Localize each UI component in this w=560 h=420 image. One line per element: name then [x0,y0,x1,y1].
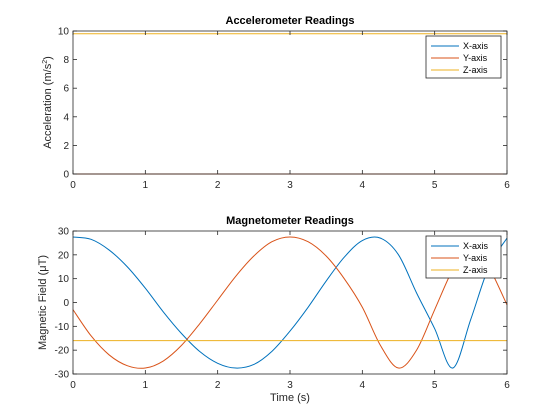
magnetometer-series-x-axis-line [72,236,508,369]
magnetometer-x-tick-label: 1 [143,380,149,391]
accelerometer-y-tick-label: 6 [63,84,69,95]
accelerometer-y-tick-label: 0 [63,170,69,181]
magnetometer-legend-x-axis: X-axis [463,241,489,251]
magnetometer-y-tick-label: 10 [58,274,70,285]
accelerometer-x-tick-label: 2 [215,180,221,191]
magnetometer-x-tick-label: 3 [287,380,293,391]
magnetometer-x-tick-label: 5 [432,380,438,391]
accelerometer-x-tick-label: 5 [432,180,438,191]
accelerometer-y-tick-label: 4 [63,112,69,123]
magnetometer-title: Magnetometer Readings [226,215,354,227]
accelerometer-subplot: Accelerometer Readings 0 1 2 3 4 5 6 0 2 4 6 8 10 Ac… [42,15,510,191]
magnetometer-x-tick-label: 4 [360,380,366,391]
magnetometer-legend: X-axis Y-axis Z-axis [425,235,502,279]
accelerometer-y-tick-label: 8 [63,55,69,66]
magnetometer-y-axis-label: Magnetic Field (μT) [37,255,49,350]
accelerometer-y-label-tail: ) [42,56,54,60]
magnetometer-x-tick-label: 6 [504,380,510,391]
accelerometer-legend-z-axis: Z-axis [463,65,488,75]
accelerometer-title: Accelerometer Readings [226,15,355,27]
accelerometer-y-label-main: Acceleration (m/s [42,63,54,148]
accelerometer-x-tick-label: 0 [70,180,76,191]
magnetometer-legend-z-axis: Z-axis [463,265,488,275]
magnetometer-x-tick-label: 2 [215,380,221,391]
accelerometer-y-tick-label: 10 [58,27,70,38]
magnetometer-x-tick-label: 0 [70,380,76,391]
magnetometer-y-tick-label: -20 [55,346,70,357]
accelerometer-x-tick-label: 3 [287,180,293,191]
accelerometer-x-tick-label: 6 [504,180,510,191]
magnetometer-y-tick-label: -10 [55,322,70,333]
accelerometer-y-axis-label: Acceleration (m/s2) [42,56,54,149]
accelerometer-x-tick-label: 4 [360,180,366,191]
magnetometer-y-tick-label: 30 [58,227,70,238]
accelerometer-y-label-superscript: 2 [42,60,49,64]
magnetometer-y-tick-label: -30 [55,370,70,381]
magnetometer-subplot: Magnetometer Readings 0 1 2 3 4 5 6 -30 -20 -10 0 1… [37,215,510,404]
magnetometer-series-y-axis-line [72,236,508,369]
accelerometer-legend-box [425,35,502,79]
accelerometer-y-tick-label: 2 [63,141,69,152]
accelerometer-legend: X-axis Y-axis Z-axis [425,35,502,79]
magnetometer-y-tick-label: 0 [63,298,69,309]
accelerometer-x-tick-label: 1 [143,180,149,191]
magnetometer-legend-y-axis: Y-axis [463,253,488,263]
accelerometer-legend-x-axis: X-axis [463,41,489,51]
accelerometer-legend-y-axis: Y-axis [463,53,488,63]
magnetometer-x-axis-label: Time (s) [270,392,310,404]
magnetometer-legend-box [425,235,502,279]
magnetometer-y-tick-label: 20 [58,250,70,261]
